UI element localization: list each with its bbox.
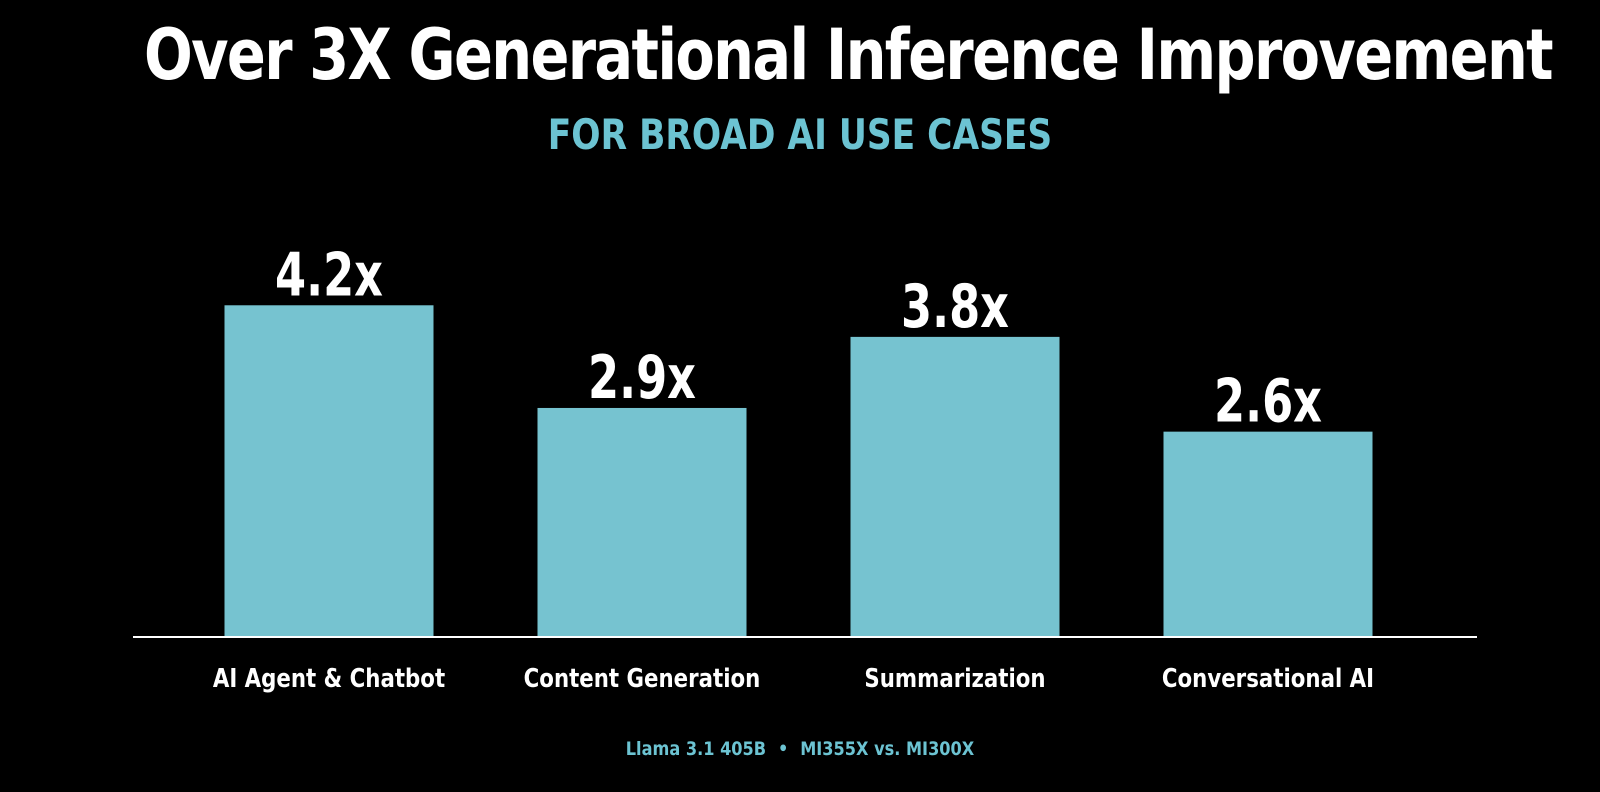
chart-subtitle: FOR BROAD AI USE CASES: [547, 110, 1053, 159]
bar-value-label: 2.9x: [588, 343, 696, 413]
data-labels-group: 4.2x 2.9x 3.8x 2.6x: [275, 240, 1322, 436]
bar: [224, 305, 434, 637]
category-labels-group: AI Agent & Chatbot Content Generation Summ…: [213, 663, 1374, 694]
category-label: Summarization: [864, 663, 1045, 694]
category-label: Content Generation: [524, 663, 761, 694]
bar-value-label: 4.2x: [275, 240, 383, 310]
chart-title: Over 3X Generational Inference Improveme…: [144, 14, 1554, 96]
footnote-model: Llama 3.1 405B: [625, 738, 767, 760]
bars-group: [224, 305, 1373, 637]
bar: [1163, 431, 1373, 637]
bar: [850, 336, 1060, 637]
footnote-comparison: MI355X vs. MI300X: [800, 738, 975, 760]
bar-value-label: 3.8x: [901, 272, 1009, 342]
bar: [537, 407, 747, 637]
footnote: Llama 3.1 405B • MI355X vs. MI300X: [120, 738, 1480, 760]
category-label: Conversational AI: [1162, 663, 1374, 694]
bar-value-label: 2.6x: [1214, 367, 1322, 437]
footnote-separator: •: [777, 738, 789, 760]
category-label: AI Agent & Chatbot: [213, 663, 445, 694]
